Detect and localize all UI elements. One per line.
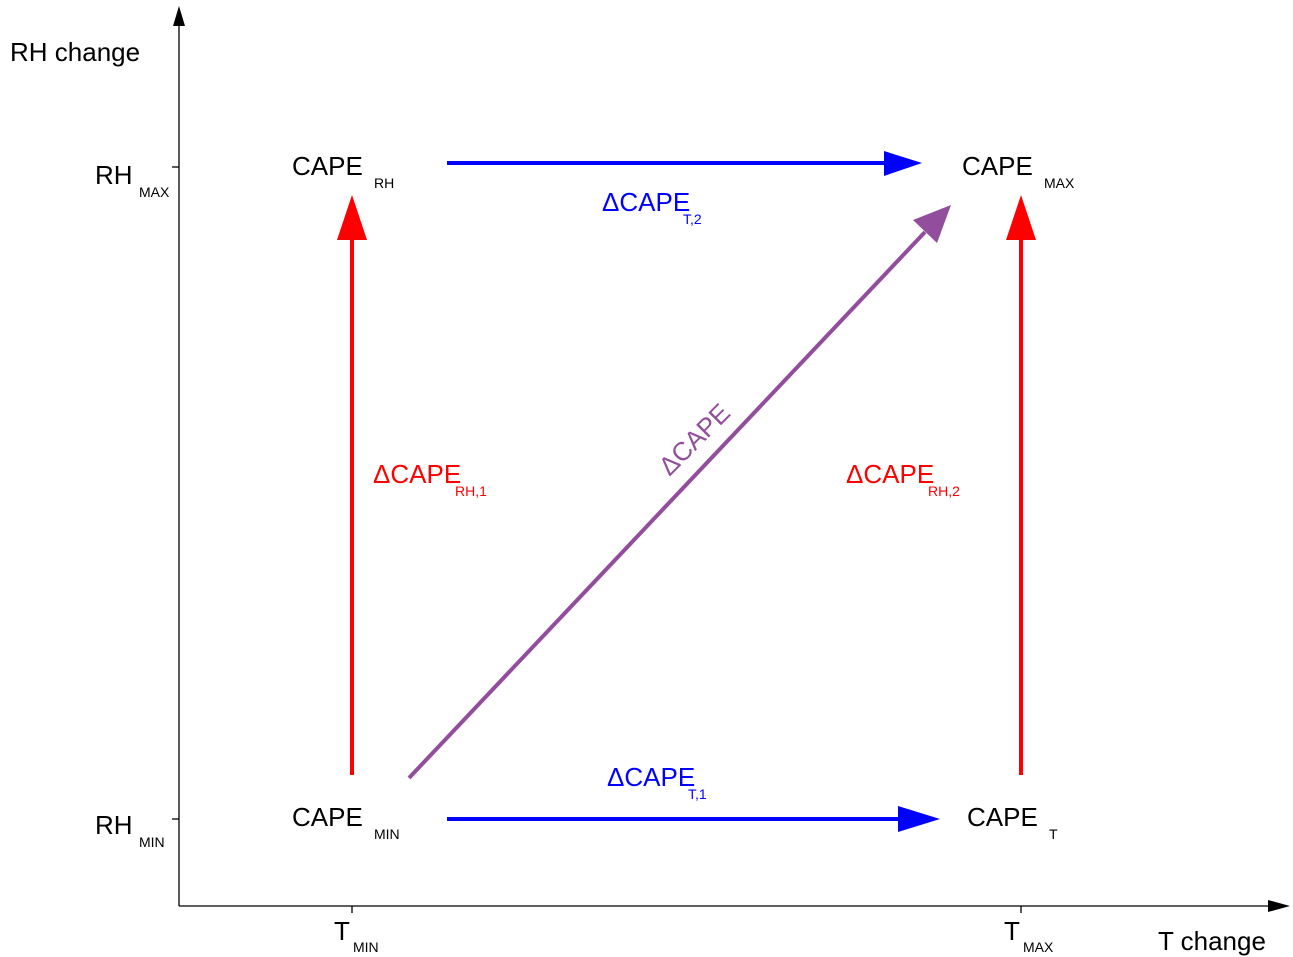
node-label: CAPE — [292, 802, 363, 832]
arrow-label: ΔCAPE — [607, 762, 695, 792]
arrowhead — [337, 195, 367, 240]
arrow-sub: T,1 — [688, 786, 707, 802]
tick-sub: MAX — [1023, 939, 1054, 955]
arrow-label: ΔCAPE — [602, 187, 690, 217]
node-sub: MIN — [374, 826, 400, 842]
axis-arrowhead — [173, 6, 185, 26]
node-sub: RH — [374, 175, 394, 191]
arrowhead — [898, 806, 940, 832]
tick-sub: MAX — [139, 184, 170, 200]
tick-label: RH — [95, 810, 133, 840]
arrow — [407, 230, 927, 780]
node-sub: MAX — [1044, 175, 1075, 191]
arrow-label: ΔCAPE — [373, 459, 461, 489]
tick-sub: MIN — [139, 834, 165, 850]
node-sub: T — [1049, 826, 1058, 842]
axis-arrowhead — [1268, 900, 1290, 912]
axes — [172, 22, 1278, 913]
arrow-sub: RH,2 — [928, 483, 960, 499]
node-label: CAPE — [292, 151, 363, 181]
arrow-label: ΔCAPE — [653, 398, 737, 482]
node-label: CAPE — [962, 151, 1033, 181]
arrowhead — [913, 205, 951, 243]
arrowhead — [1006, 195, 1036, 240]
tick-label: RH — [95, 160, 133, 190]
arrow-label: ΔCAPE — [846, 459, 934, 489]
arrow-sub: T,2 — [683, 211, 702, 227]
tick-label: T — [1004, 916, 1020, 946]
node-label: CAPE — [967, 802, 1038, 832]
tick-sub: MIN — [353, 939, 379, 955]
arrow-sub: RH,1 — [455, 483, 487, 499]
x-axis-label: T change — [1158, 926, 1266, 956]
arrowhead — [884, 151, 922, 176]
tick-label: T — [334, 916, 350, 946]
y-axis-label: RH change — [10, 37, 140, 67]
